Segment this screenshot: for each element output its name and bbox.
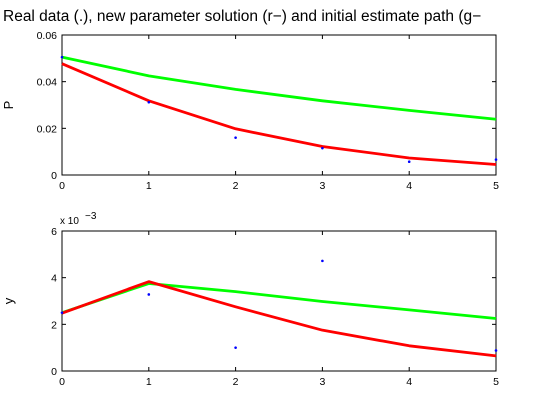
plot-2: 0 1 2 3 4 5 0 2 4 6 y x 10 −3 bbox=[1, 211, 499, 388]
series-line-new bbox=[61, 62, 497, 166]
x-tick-label: 0 bbox=[59, 376, 65, 388]
data-point-real bbox=[147, 100, 151, 104]
plots-container: 0 1 2 3 4 5 0 0.02 0.04 0.06 P 0 1 2 3 4 5 0 2 4 6 y x 10 −3 bbox=[1, 30, 499, 388]
x-tick-label: 0 bbox=[59, 180, 65, 192]
x-tick-label: 3 bbox=[319, 376, 325, 388]
y-axis-label: P bbox=[1, 101, 16, 110]
series-line-initial bbox=[61, 55, 497, 121]
y-tick-label: 0.02 bbox=[37, 123, 58, 135]
x-tick-label: 4 bbox=[406, 376, 412, 388]
data-point-real bbox=[494, 349, 498, 352]
y-tick-label: 0.06 bbox=[37, 30, 58, 42]
y-tick-label: 0 bbox=[51, 366, 57, 378]
x-tick-label: 2 bbox=[233, 376, 239, 388]
x-tick-label: 5 bbox=[493, 376, 499, 388]
data-point-real bbox=[60, 311, 64, 314]
data-point-real bbox=[60, 55, 64, 59]
data-point-real bbox=[494, 158, 498, 161]
x-tick-label: 3 bbox=[319, 180, 325, 192]
axes-box bbox=[61, 34, 497, 176]
y-tick-label: 0 bbox=[51, 170, 57, 182]
data-point-real bbox=[234, 346, 237, 349]
plot-1: 0 1 2 3 4 5 0 0.02 0.04 0.06 P bbox=[1, 30, 499, 192]
data-point-real bbox=[147, 293, 151, 296]
data-point-real bbox=[321, 259, 324, 263]
axis-multiplier-label: x 10 bbox=[60, 216, 79, 227]
y-tick-label: 6 bbox=[51, 226, 57, 238]
y-axis-label: y bbox=[1, 297, 16, 304]
axis-multiplier-exponent: −3 bbox=[85, 211, 97, 222]
data-point-real bbox=[407, 160, 411, 163]
x-tick-label: 5 bbox=[493, 180, 499, 192]
x-tick-label: 1 bbox=[146, 376, 152, 388]
x-tick-label: 2 bbox=[233, 180, 239, 192]
axes-box bbox=[61, 230, 497, 372]
y-tick-label: 4 bbox=[51, 273, 57, 285]
data-point-real bbox=[321, 146, 324, 150]
y-tick-label: 2 bbox=[51, 319, 57, 331]
x-tick-label: 4 bbox=[406, 180, 412, 192]
series-line-new bbox=[61, 280, 497, 358]
y-tick-label: 0.04 bbox=[37, 77, 58, 89]
figure-title: Real data (.), new parameter solution (r… bbox=[3, 8, 481, 25]
x-tick-label: 1 bbox=[146, 180, 152, 192]
data-point-real bbox=[234, 136, 237, 139]
